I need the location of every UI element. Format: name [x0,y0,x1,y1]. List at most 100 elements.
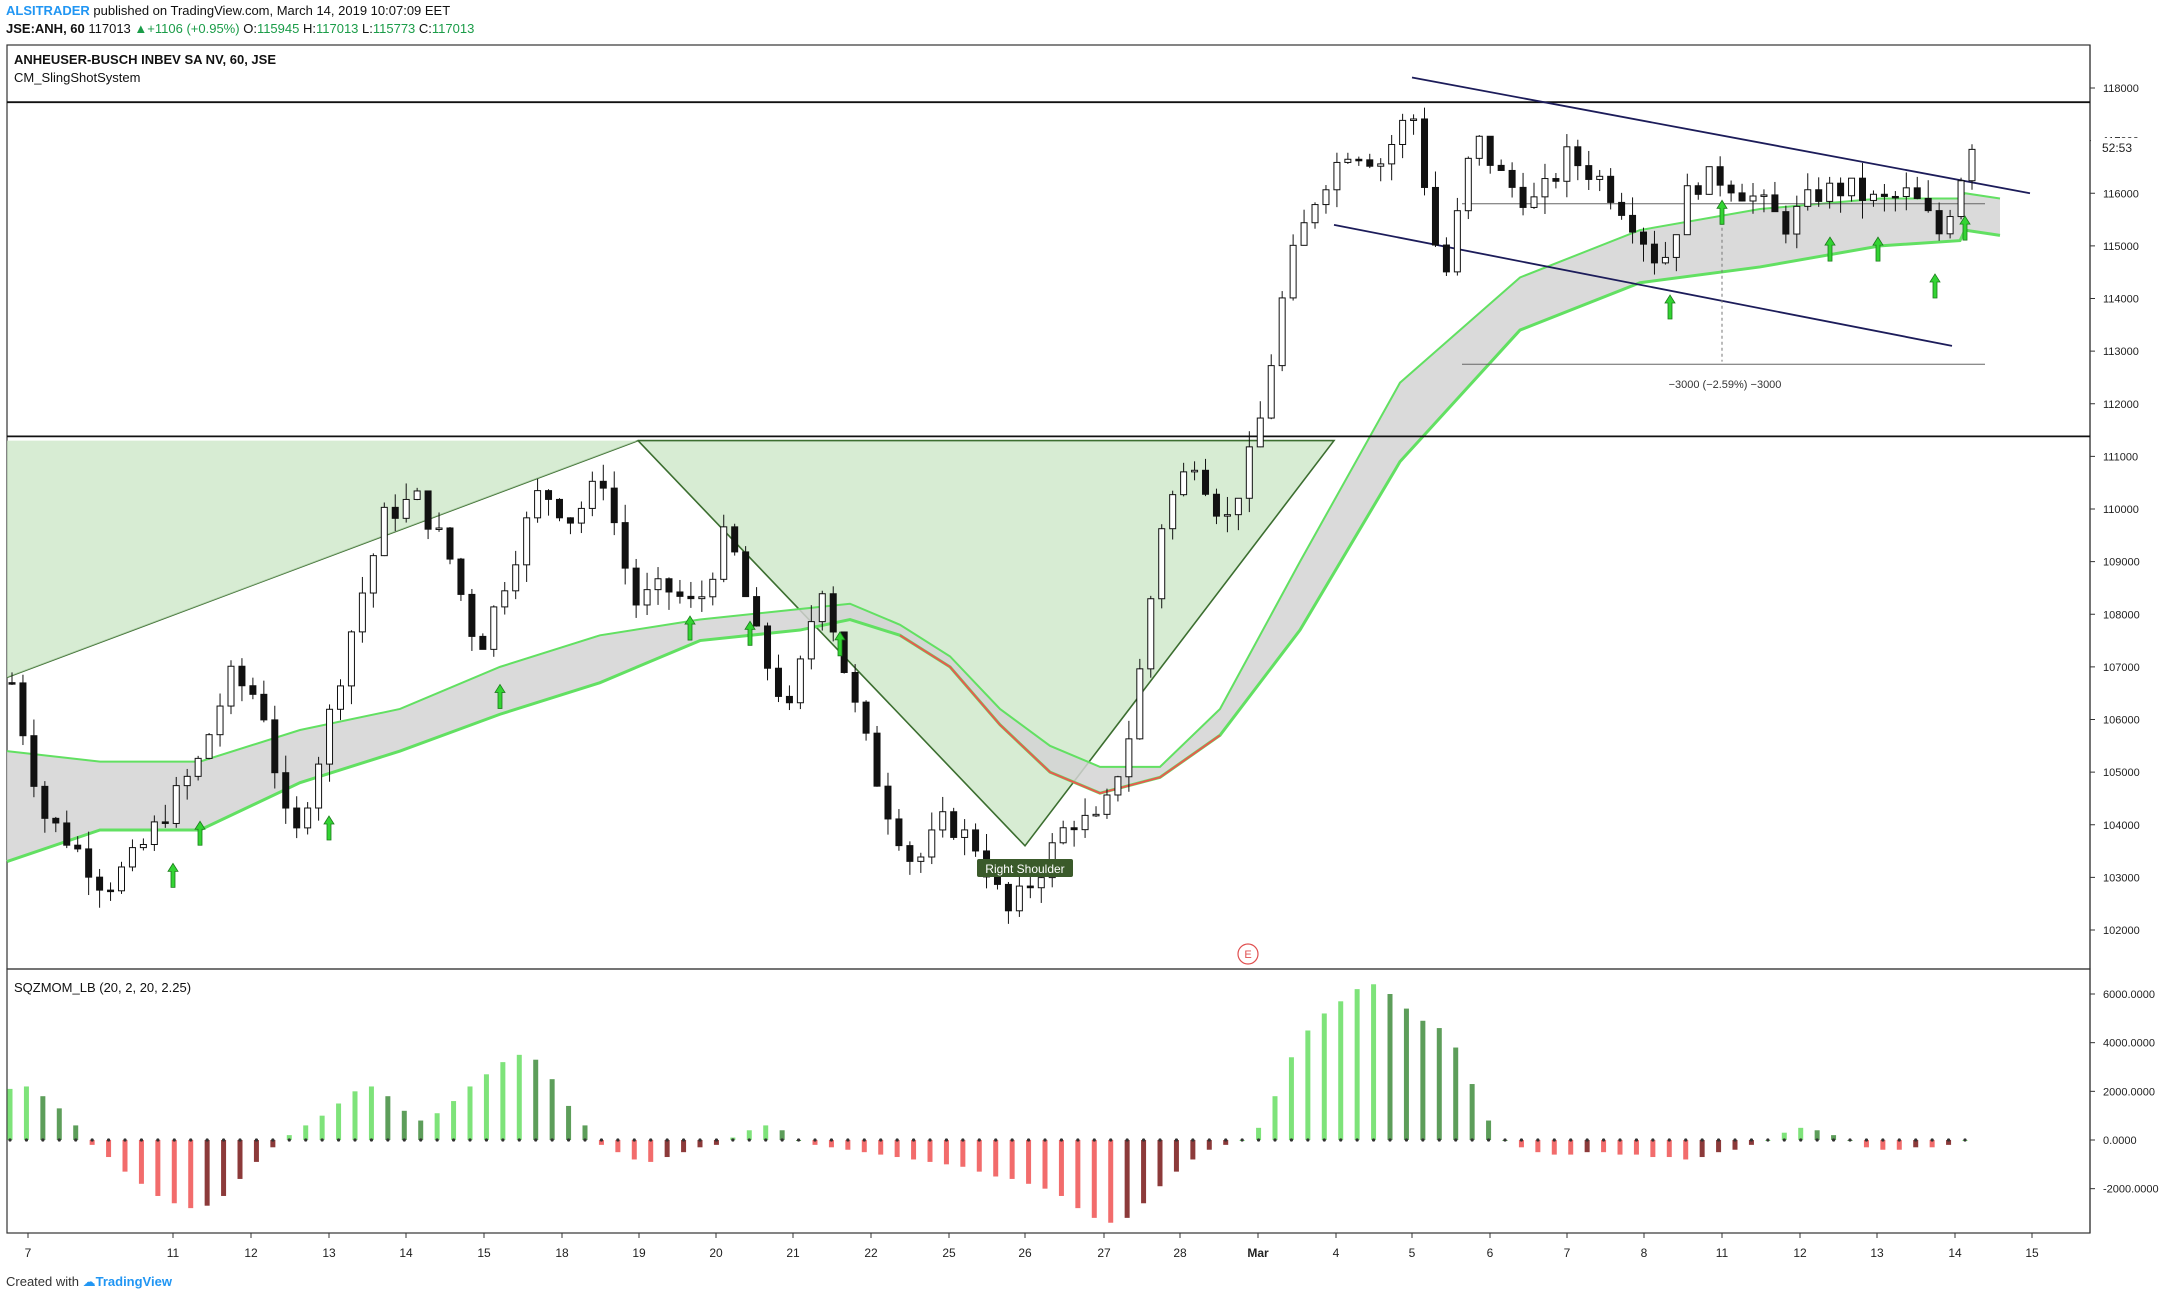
candle-bull [358,592,366,633]
momentum-bar [451,1101,457,1140]
squeeze-dot [221,1138,226,1142]
momentum-bar [861,1140,867,1153]
squeeze-dot [1930,1138,1934,1142]
close-label: C: [418,21,432,36]
squeeze-dot [1601,1138,1606,1142]
momentum-bar [1601,1140,1607,1153]
right-shoulder-badge[interactable] [977,859,1073,877]
candle-bull [304,807,312,829]
candle-bull [807,621,815,660]
momentum-bar [648,1140,654,1162]
candle-bear [1070,827,1078,831]
momentum-bar [713,1140,719,1145]
candle-bear [1913,187,1921,199]
earnings-marker-icon[interactable] [1237,943,1259,965]
buy-arrow-icon [684,615,696,641]
open-value: 115945 [256,21,300,36]
candle-bull [1015,885,1023,912]
candle-bear [1640,231,1648,245]
candle-bull [709,578,717,598]
momentum-histogram [7,984,1968,1223]
publish-header: ALSITRADER published on TradingView.com,… [6,3,450,18]
candle-bear [249,685,257,695]
candle-bear [468,593,476,637]
candle-bear [1727,184,1735,194]
countdown-badge [2091,138,2151,156]
candle-bull [183,775,191,787]
candle-bear [1026,885,1034,889]
candle-bear [1738,192,1746,202]
squeeze-dot [320,1138,324,1142]
y-tick-label: 106000 [2103,715,2140,727]
candle-bear [610,487,618,524]
momentum-bar [549,1079,555,1140]
symbol-label: JSE:ANH, 60 [6,21,85,36]
momentum-bar [73,1125,79,1140]
momentum-bar [1666,1140,1672,1158]
squeeze-dot [1125,1138,1129,1142]
squeeze-dot [435,1138,439,1142]
momentum-bar [746,1130,752,1140]
price-axis[interactable]: 1180001170001160001150001140001130001120… [2090,83,2159,1196]
squeeze-dot [1634,1138,1639,1142]
momentum-bar [188,1140,194,1209]
ema-band-layer [6,192,2001,864]
author-link[interactable]: ALSITRADER [6,3,90,18]
candle-bull [1957,180,1965,218]
momentum-bar [171,1140,177,1204]
momentum-bar [1568,1140,1574,1155]
momentum-bar [1223,1140,1229,1145]
squeeze-dot [1881,1138,1885,1142]
x-tick-label: 11 [1716,1246,1729,1260]
squeeze-dot [1092,1138,1096,1142]
candle-bull [501,590,509,608]
high-value: 117013 [315,21,359,36]
candle-bull [698,596,706,600]
osc-pane-title[interactable]: SQZMOM_LB (20, 2, 20, 2.25) [14,980,192,995]
candle-bear [742,551,750,598]
candle-bull [150,821,158,846]
candle-bull [818,593,826,623]
buy-arrow-icon [1872,236,1884,262]
momentum-bar [467,1086,473,1140]
candle-bear [260,693,268,721]
y-tick-label: 112000 [2103,399,2139,411]
buy-arrow-icon [1959,215,1971,241]
candle-bull [369,555,377,594]
squeeze-dot [1700,1138,1704,1142]
candle-bull [413,490,421,500]
squeeze-dot [1076,1138,1080,1142]
candle-bear [1629,214,1637,233]
squeeze-dot [1010,1138,1014,1142]
squeeze-dot [90,1138,94,1142]
candle-bull [1530,196,1538,208]
footer-brand[interactable]: TradingView [95,1274,172,1289]
up-arrow-icon: ▲ [134,21,148,36]
momentum-bar [1075,1140,1081,1209]
candle-bull [588,480,596,509]
candle-bull [1169,494,1177,530]
squeeze-dot [928,1138,932,1142]
squeeze-dot [1799,1138,1803,1142]
squeeze-dot [402,1138,406,1142]
squeeze-dot [813,1138,817,1142]
squeeze-dot [287,1138,291,1142]
candle-bull [1344,158,1352,163]
indicator-title[interactable]: CM_SlingShotSystem [14,70,141,85]
squeeze-dot [944,1138,949,1142]
y-tick-label: 118000 [2103,83,2139,95]
candle-bull [1114,776,1122,796]
x-tick-label: 13 [322,1246,336,1260]
candle-bear [1782,211,1790,235]
momentum-bar [763,1125,769,1140]
momentum-bar [1124,1140,1130,1218]
x-tick-label: 8 [1641,1246,1648,1260]
momentum-bar [1486,1120,1492,1140]
time-axis[interactable]: 7 11 12 13 14 15 18 19 20 21 22 25 26 27 28 Mar 4 5 6 7 8 11 1… [25,1233,2039,1260]
instrument-name: ANHEUSER-BUSCH INBEV SA NV, 60, JSE [14,52,276,67]
candle-bull [172,785,180,824]
momentum-bar [122,1140,128,1172]
momentum-bar [89,1140,95,1145]
candle-bear [829,593,837,633]
